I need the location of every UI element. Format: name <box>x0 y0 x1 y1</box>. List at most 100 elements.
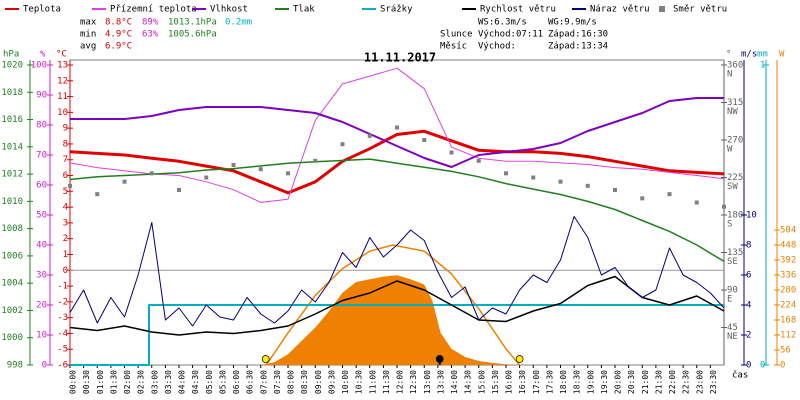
y-tick-label: 7 <box>63 155 68 165</box>
direction-point <box>286 171 290 176</box>
stat-rain: 0.2mm <box>225 18 252 28</box>
x-tick-label: 22:00 <box>668 370 677 394</box>
y-tick-label: 1 <box>760 61 765 71</box>
sunrise: 07:11 <box>516 30 543 40</box>
stat-temp: 6.9°C <box>105 42 132 52</box>
y-tick-label: 0 <box>42 361 47 371</box>
y-tick-label: 5 <box>63 187 68 197</box>
y-tick-label: 2 <box>746 331 751 341</box>
compass-label: W <box>727 145 733 155</box>
x-tick-label: 00:30 <box>82 370 91 394</box>
direction-point <box>395 125 399 130</box>
moonrise-label: Východ: <box>478 42 516 52</box>
series-line <box>70 97 724 168</box>
y-tick-label: -3 <box>57 313 68 323</box>
y-tick-label: 1004 <box>1 279 23 289</box>
y-tick-label: 30 <box>36 271 47 281</box>
x-tick-label: 09:00 <box>314 370 323 394</box>
x-tick-label: 07:00 <box>259 370 268 394</box>
x-axis-label: čas <box>732 370 748 381</box>
solar-area <box>260 275 520 365</box>
compass-label: NW <box>727 107 738 117</box>
direction-point <box>694 200 699 205</box>
direction-point <box>231 163 236 167</box>
y-tick-label: 6 <box>63 171 68 181</box>
stat-label: max <box>80 18 97 28</box>
x-tick-label: 18:30 <box>573 370 582 394</box>
direction-point <box>68 183 72 188</box>
y-tick-label: 1000 <box>1 333 23 343</box>
direction-point <box>340 142 345 147</box>
x-tick-label: 14:00 <box>450 370 459 394</box>
series-line <box>69 216 725 327</box>
y-tick-label: 20 <box>36 301 47 311</box>
compass-label: SE <box>727 257 738 267</box>
sunset-label: Západ: <box>548 30 581 40</box>
sun-marker <box>515 355 524 363</box>
x-tick-label: 02:30 <box>137 370 146 394</box>
sunset: 16:30 <box>581 30 608 40</box>
y-tick-label: 8 <box>746 241 751 251</box>
y-tick-label: 0 <box>780 361 785 371</box>
y-tick-label: 6 <box>746 271 751 281</box>
y-tick-label: 392 <box>780 256 796 266</box>
legend-label: Přízemní teplota <box>110 5 197 15</box>
y-tick-label: 10 <box>36 331 47 341</box>
y-tick-label: 315 <box>727 98 743 108</box>
x-tick-label: 08:30 <box>300 370 309 394</box>
x-tick-label: 20:00 <box>614 370 623 394</box>
x-tick-label: 17:00 <box>532 370 541 394</box>
x-tick-label: 06:30 <box>246 370 255 394</box>
y-tick-label: 60 <box>36 181 47 191</box>
x-tick-label: 10:00 <box>341 370 350 394</box>
y-tick-label: 1010 <box>1 197 23 207</box>
y-tick-label: 56 <box>780 346 791 356</box>
axis-title: W <box>779 50 785 60</box>
y-tick-label: 270 <box>727 136 743 146</box>
y-tick-label: 4 <box>63 203 68 213</box>
y-tick-label: 225 <box>727 173 743 183</box>
y-tick-label: 1012 <box>1 170 23 180</box>
y-tick-label: 12 <box>57 76 68 86</box>
y-tick-label: 0 <box>746 361 751 371</box>
legend-label: Směr větru <box>673 5 727 15</box>
y-tick-label: 448 <box>780 241 796 251</box>
stat-temp: 4.9°C <box>105 30 132 40</box>
y-tick-label: 90 <box>36 91 47 101</box>
y-tick-label: 135 <box>727 248 743 258</box>
direction-point <box>613 188 617 192</box>
direction-point <box>449 150 454 155</box>
legend-label: Tlak <box>293 5 315 15</box>
compass-label: E <box>727 295 732 305</box>
series-line <box>69 275 725 336</box>
series-line <box>69 129 725 195</box>
x-tick-label: 13:00 <box>423 370 432 394</box>
x-tick-label: 13:30 <box>436 370 445 394</box>
y-tick-label: 9 <box>63 124 68 134</box>
x-tick-label: 15:00 <box>477 370 486 394</box>
direction-point <box>667 192 672 197</box>
axis-title: hPa <box>3 50 19 60</box>
stat-hum: 89% <box>142 18 159 28</box>
legend-label: Vlhkost <box>210 5 248 15</box>
direction-point <box>95 192 100 197</box>
y-tick-label: 1016 <box>1 115 23 125</box>
direction-point <box>149 171 154 176</box>
series-line <box>70 304 724 366</box>
x-tick-label: 17:30 <box>545 370 554 394</box>
x-tick-label: 12:00 <box>396 370 405 394</box>
y-tick-label: 1006 <box>1 251 23 261</box>
y-tick-label: 11 <box>57 92 68 102</box>
x-tick-label: 11:00 <box>368 370 377 394</box>
x-tick-label: 12:30 <box>409 370 418 394</box>
direction-point <box>258 167 263 172</box>
chart-title: 11.11.2017 <box>364 51 436 65</box>
y-tick-label: 10 <box>57 108 68 118</box>
x-tick-label: 04:30 <box>191 370 200 394</box>
x-tick-label: 05:00 <box>205 370 214 394</box>
x-tick-label: 04:00 <box>178 370 187 394</box>
direction-point <box>204 175 209 180</box>
y-tick-label: -2 <box>57 297 68 307</box>
legend-label: Srážky <box>380 5 413 15</box>
